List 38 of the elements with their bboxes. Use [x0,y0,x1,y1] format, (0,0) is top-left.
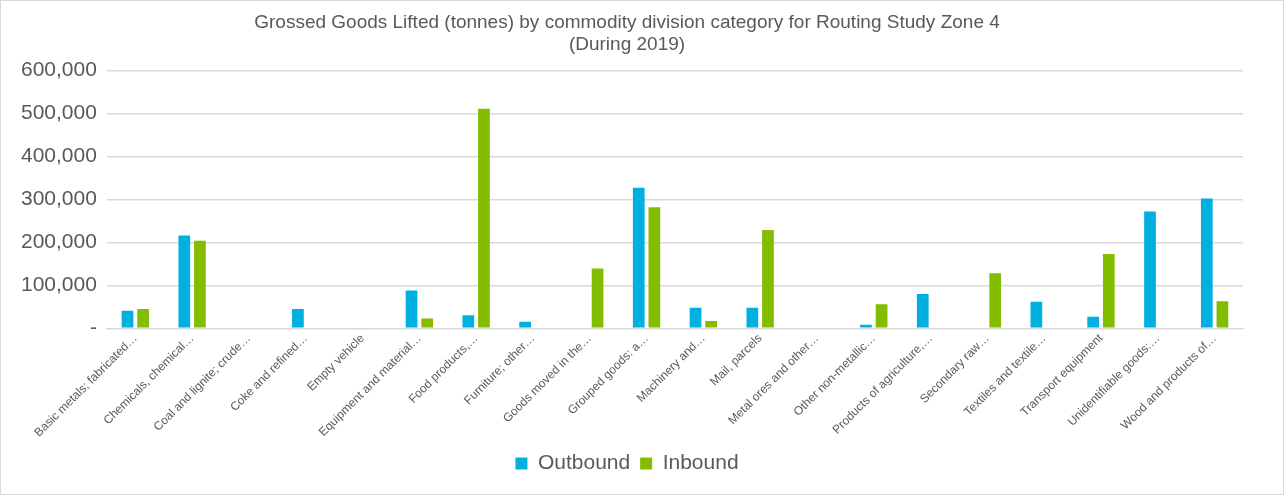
bar [1144,211,1156,328]
bar [462,315,475,328]
bar [121,310,134,328]
bar [689,307,702,328]
legend-label: Outbound [537,450,631,474]
bar [478,108,490,328]
bar [632,187,645,328]
y-tick-label: 500,000 [20,100,97,124]
bar [916,293,929,328]
y-tick-label: 100,000 [20,272,97,296]
y-tick-label: - [89,315,97,339]
bar [860,324,872,328]
bar [137,308,149,328]
bar [405,290,418,328]
y-tick-label: 400,000 [20,143,97,167]
bar [875,304,888,328]
y-tick-label: 300,000 [20,186,97,210]
bar [746,307,759,328]
bar [989,273,1002,328]
bar [178,235,191,328]
bar [1030,301,1043,328]
bar [194,240,206,328]
bar [1216,301,1229,328]
y-tick-label: 600,000 [20,57,97,81]
bar [762,229,774,328]
bar [292,308,304,328]
bar [1200,198,1213,328]
bar [705,320,718,328]
bar [421,318,433,328]
bar [1102,253,1115,328]
text: (During 2019) [568,33,686,55]
bar [519,321,531,328]
bar [648,207,661,328]
bar [591,268,604,328]
legend-label: Inbound [662,450,739,474]
bar [1087,316,1100,328]
y-tick-label: 200,000 [20,229,97,253]
text: Grossed Goods Lifted (tonnes) by commodity division category for Routing Study Zone 4 [254,10,1000,32]
